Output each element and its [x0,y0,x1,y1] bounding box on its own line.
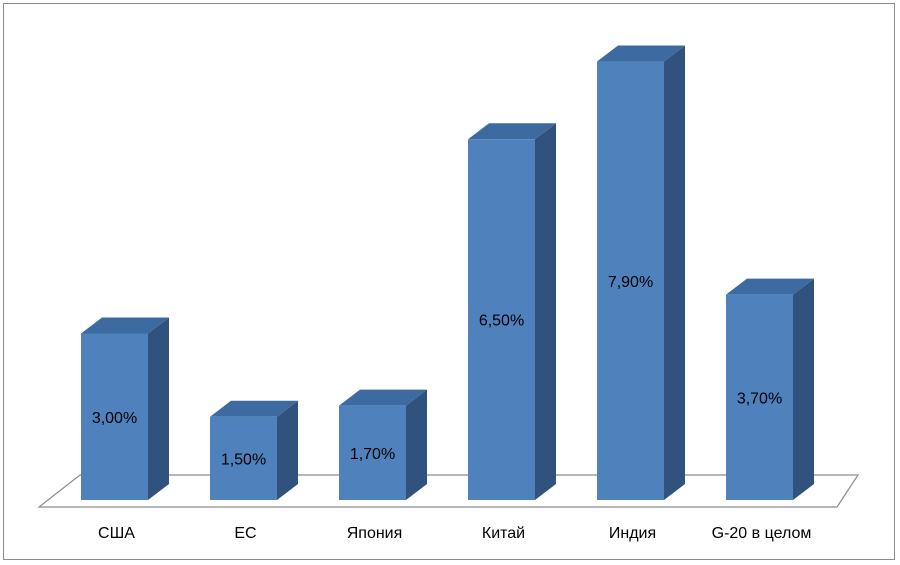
bar-1 [81,317,169,500]
bar-side-face [406,389,427,500]
data-label: 3,70% [737,390,782,407]
bar-side-face [793,278,814,500]
value-labels-layer: 3,00% 1,50% 1,70% 6,50% 7,90% 3,70% [92,274,782,469]
category-label: Индия [609,525,656,542]
bar-side-face [664,45,685,501]
category-label: США [98,525,135,542]
bar-top-face [468,123,556,140]
category-labels-layer: США ЕС Япония Китай Индия G-20 в целом [98,525,811,542]
bar-6 [726,278,814,500]
data-label: 1,70% [350,446,395,463]
bar-side-face [535,123,556,500]
data-label: 1,50% [221,451,266,468]
data-label: 7,90% [608,274,653,291]
bar-top-face [81,317,169,334]
bar-front-face [468,139,535,500]
category-label: ЕС [234,525,256,542]
data-label: 3,00% [92,410,137,427]
bar-5 [597,45,685,501]
bar-front-face [597,61,664,501]
bar-top-face [726,278,814,295]
bar-top-face [597,45,685,62]
data-label: 6,50% [479,313,524,330]
bar-4 [468,123,556,500]
bar-front-face [339,405,406,500]
bar-side-face [148,317,169,500]
bars-layer [81,45,814,501]
bar-top-face [339,389,427,406]
chart-floor [37,474,860,508]
category-label: Китай [482,525,525,542]
bar-top-face [210,400,298,417]
bar-front-face [210,416,277,500]
bar-3 [339,389,427,500]
bar-2 [210,400,298,500]
bar-front-face [726,294,793,500]
category-label: Япония [347,525,403,542]
category-label: G-20 в целом [712,525,812,542]
bar-side-face [277,400,298,500]
bar-front-face [81,333,148,500]
